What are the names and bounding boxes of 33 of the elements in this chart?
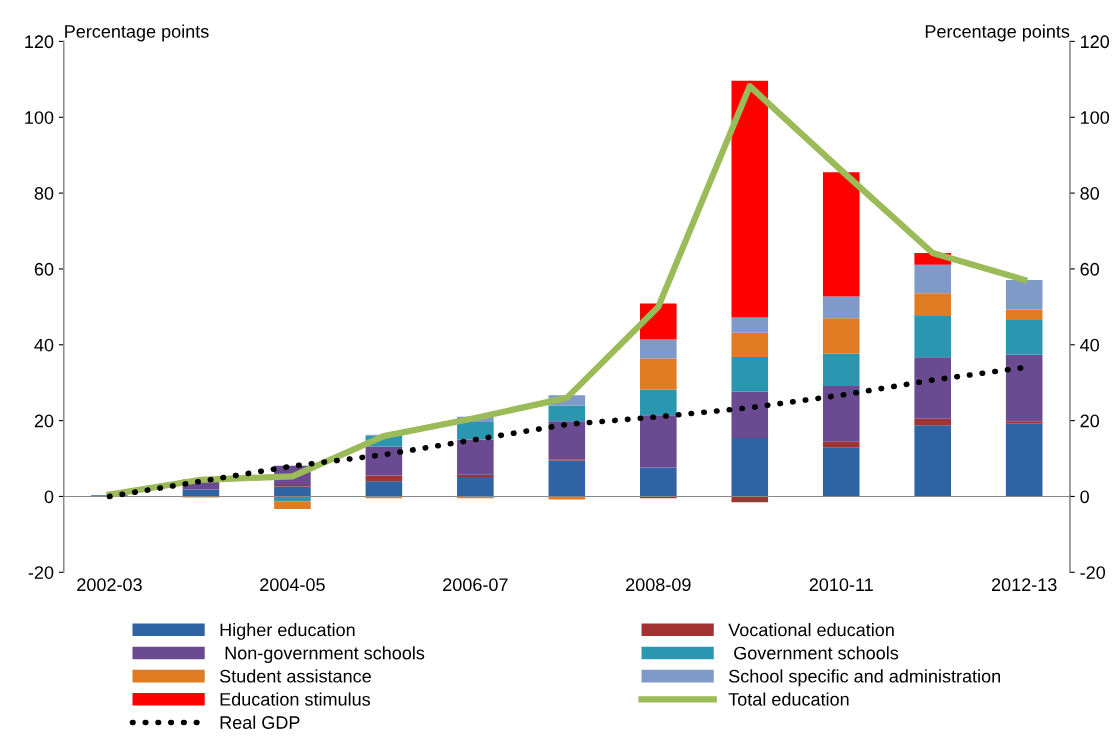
legend-label: Total education [728,692,849,706]
legend-label: Non-government schools [225,646,425,664]
legend-label: Vocational education [728,623,894,637]
y2-tick-label: 0 [1080,490,1089,504]
y2-tick-label: 40 [1080,338,1100,352]
legend-label: Student assistance [219,669,371,683]
y2-tick-label: 100 [1081,111,1110,124]
x-tick-label: 2004-05 [260,578,325,592]
legend-label: School specific and administration [729,669,1001,687]
y-tick-label: 60 [34,262,54,276]
y-tick-label: 20 [34,414,54,428]
legend-label: Education stimulus [220,692,371,706]
y2-tick-label: 20 [1080,414,1100,428]
x-tick-label: 2008-09 [626,578,691,592]
y2-tick-label: 120 [1081,35,1110,49]
legend-label: Real GDP [220,715,300,729]
y-tick-label: -20 [28,566,54,579]
x-tick-label: 2002-03 [77,578,142,592]
x-tick-label: 2010-11 [809,578,873,592]
y2-tick-label: -20 [1080,566,1106,579]
y-axis-title: Percentage points [65,24,209,42]
y2-tick-label: 60 [1080,262,1100,276]
y2-tick-label: 80 [1080,187,1100,200]
y-tick-label: 120 [25,35,54,49]
x-tick-label: 2006-07 [443,578,508,592]
legend-label: Higher education [220,623,355,640]
y-tick-label: 40 [34,338,54,352]
legend-label: Government schools [734,646,899,660]
y-tick-label: 0 [44,490,54,504]
y-tick-label: 100 [25,111,54,124]
y-tick-label: 80 [34,187,54,200]
y2-axis-title: Percentage points [925,24,1070,42]
x-tick-label: 2012-13 [991,578,1057,592]
